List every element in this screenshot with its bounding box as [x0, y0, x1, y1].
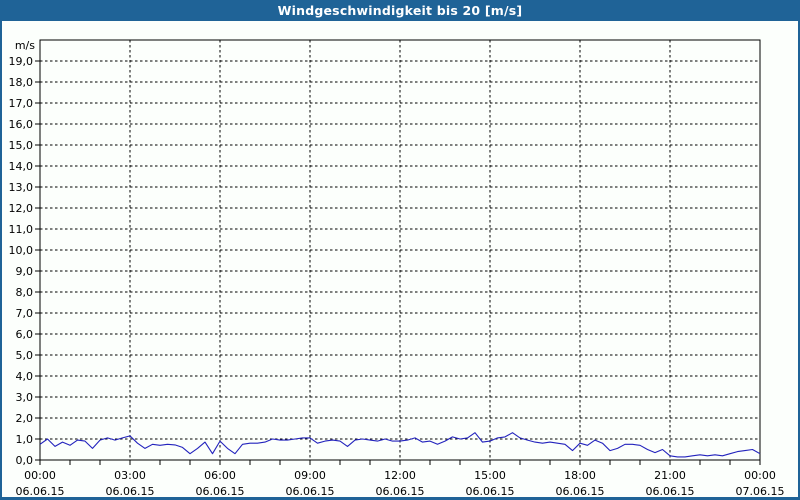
x-tick-date: 06.06.15 — [196, 485, 245, 497]
chart-title: Windgeschwindigkeit bis 20 [m/s] — [277, 3, 523, 18]
svg-text:0,0: 0,0 — [16, 454, 34, 467]
x-tick-date: 06.06.15 — [646, 485, 695, 497]
x-gridlines — [129, 40, 671, 460]
x-tick-date: 06.06.15 — [16, 485, 65, 497]
svg-text:5,0: 5,0 — [16, 349, 34, 362]
svg-text:19,0: 19,0 — [9, 55, 34, 68]
x-tick-date: 06.06.15 — [466, 485, 515, 497]
title-bar: Windgeschwindigkeit bis 20 [m/s] — [0, 0, 800, 21]
svg-text:13,0: 13,0 — [9, 181, 34, 194]
chart-content: 0,0 1,0 2,0 3,0 4,0 5,0 6,0 7,0 8,0 9,0 10,0 11,0 12… — [2, 21, 798, 498]
y-axis-ticks — [35, 60, 40, 461]
x-axis-labels: 00:00 06.06.15 03:00 06.06.15 06:00 06.06.15 0… — [16, 469, 785, 498]
wind-speed-chart: 0,0 1,0 2,0 3,0 4,0 5,0 6,0 7,0 8,0 9,0 10,0 11,0 12… — [9, 39, 785, 498]
x-tick-date: 07.06.15 — [736, 485, 785, 497]
x-tick-time: 09:00 — [294, 469, 326, 482]
x-axis-ticks — [39, 460, 761, 465]
x-tick-date: 06.06.15 — [106, 485, 155, 497]
svg-text:18,0: 18,0 — [9, 76, 34, 89]
svg-text:12,0: 12,0 — [9, 202, 34, 215]
svg-text:11,0: 11,0 — [9, 223, 34, 236]
y-axis-labels: 0,0 1,0 2,0 3,0 4,0 5,0 6,0 7,0 8,0 9,0 10,0 11,0 12… — [9, 39, 36, 467]
x-tick-time: 06:00 — [204, 469, 236, 482]
svg-text:9,0: 9,0 — [16, 265, 34, 278]
svg-text:4,0: 4,0 — [16, 370, 34, 383]
x-tick-time: 15:00 — [474, 469, 506, 482]
x-tick-time: 21:00 — [654, 469, 686, 482]
wind-speed-line — [39, 432, 761, 458]
x-tick-time: 18:00 — [564, 469, 596, 482]
svg-text:1,0: 1,0 — [16, 433, 34, 446]
x-tick-time: 12:00 — [384, 469, 416, 482]
svg-text:7,0: 7,0 — [16, 307, 34, 320]
x-tick-date: 06.06.15 — [286, 485, 335, 497]
svg-text:3,0: 3,0 — [16, 391, 34, 404]
x-tick-time: 03:00 — [114, 469, 146, 482]
svg-text:10,0: 10,0 — [9, 244, 34, 257]
svg-text:15,0: 15,0 — [9, 139, 34, 152]
svg-text:6,0: 6,0 — [16, 328, 34, 341]
x-tick-time: 00:00 — [24, 469, 56, 482]
svg-text:16,0: 16,0 — [9, 118, 34, 131]
svg-text:17,0: 17,0 — [9, 97, 34, 110]
svg-text:8,0: 8,0 — [16, 286, 34, 299]
svg-text:2,0: 2,0 — [16, 412, 34, 425]
x-tick-date: 06.06.15 — [556, 485, 605, 497]
plot-border — [39, 39, 761, 461]
y-axis-unit-label: m/s — [15, 39, 35, 52]
x-tick-date: 06.06.15 — [376, 485, 425, 497]
x-tick-time: 00:00 — [744, 469, 776, 482]
svg-text:14,0: 14,0 — [9, 160, 34, 173]
